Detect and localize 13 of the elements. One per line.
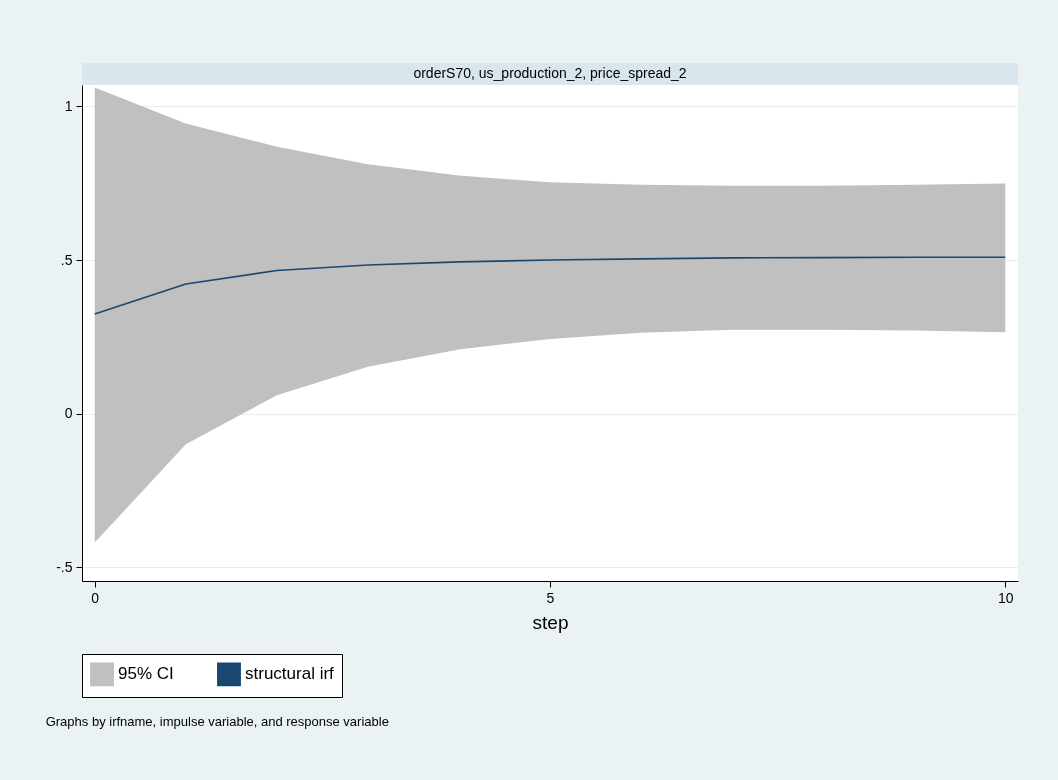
x-tick-label: 0	[91, 589, 100, 606]
line-series	[93, 256, 1007, 315]
chart-title: orderS70, us_production_2, price_spread_2	[413, 65, 687, 81]
text: Graphs by irfname, impulse variable, and response variable	[45, 713, 389, 729]
y-tick-label: -.5	[56, 558, 73, 575]
y-tick-label: 0	[64, 405, 73, 422]
text: 95% CI	[118, 664, 174, 684]
x-axis-title: step	[532, 611, 569, 633]
x-tick-label: 10	[997, 589, 1014, 606]
x-tick-label: 5	[546, 589, 555, 606]
y-tick-label: .5	[60, 251, 73, 268]
legend-label: structural irf	[245, 664, 335, 684]
y-tick-label: 1	[64, 98, 73, 114]
